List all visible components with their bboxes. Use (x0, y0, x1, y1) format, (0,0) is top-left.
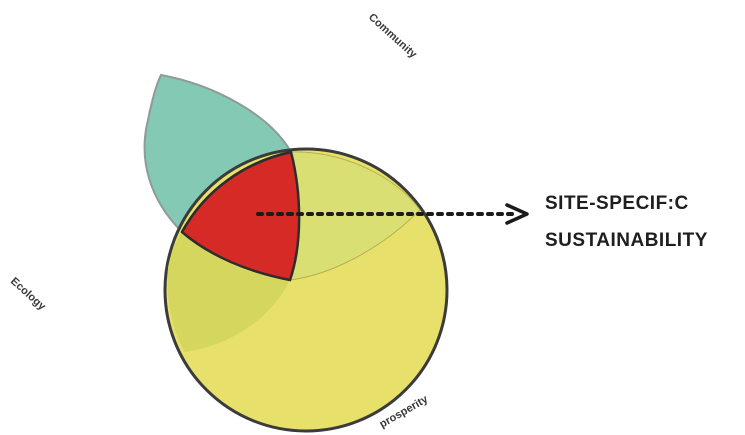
community-label: Community (366, 11, 420, 61)
community-leaf-outline (180, 150, 292, 233)
callout-line-1: SITE-SPECIF:C (545, 193, 689, 214)
ecology-overlap-region (167, 232, 290, 352)
callout-line-2: SUSTAINABILITY (545, 230, 708, 251)
arrow-head-icon (505, 203, 529, 225)
ecology-label: Ecology (8, 275, 48, 313)
